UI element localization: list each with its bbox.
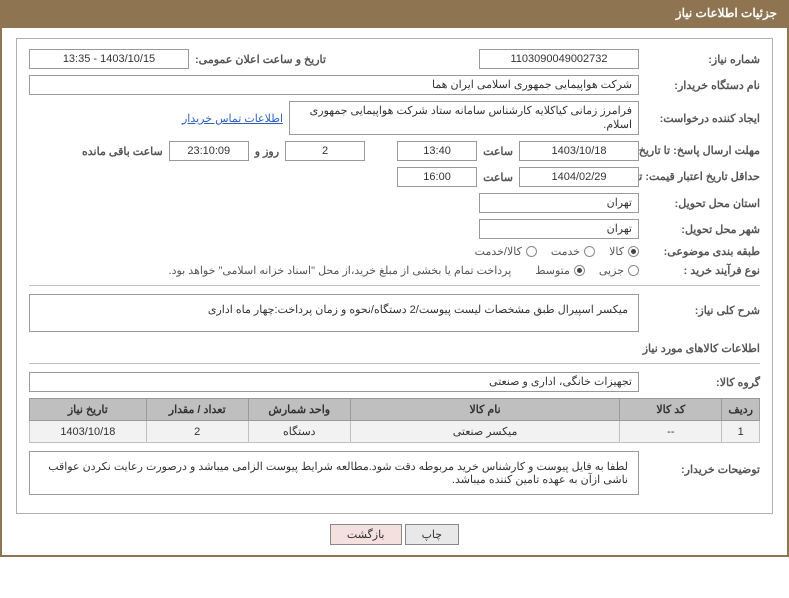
response-deadline-time: 13:40 [397,141,477,161]
need-summary-box: میکسر اسپیرال طبق مشخصات لیست پیوست/2 دس… [29,294,639,332]
buyer-notes-label: توضیحات خریدار: [645,451,760,476]
table-header-cell: نام کالا [350,399,620,421]
goods-table: ردیفکد کالانام کالاواحد شمارشتعداد / مقد… [29,398,760,443]
table-cell: 1 [722,421,760,443]
table-row: 1--میکسر صنعتیدستگاه21403/10/18 [30,421,760,443]
row-delivery-province: استان محل تحویل: تهران [29,193,760,213]
category-radio-group: کالا خدمت کالا/خدمت [475,245,639,258]
hour-label-1: ساعت [483,145,513,158]
delivery-province-field: تهران [479,193,639,213]
row-goods-group: گروه کالا: تجهیزات خانگی، اداری و صنعتی [29,372,760,392]
response-deadline-label: مهلت ارسال پاسخ: تا تاریخ: [645,145,760,157]
buyer-org-label: نام دستگاه خریدار: [645,79,760,92]
radio-service-circle [584,246,595,257]
table-cell: میکسر صنعتی [350,421,620,443]
need-summary-label: شرح کلی نیاز: [645,294,760,317]
hour-label-2: ساعت [483,171,513,184]
table-cell: دستگاه [248,421,350,443]
radio-goods[interactable]: کالا [609,245,639,258]
payment-note: پرداخت تمام یا بخشی از مبلغ خرید،از محل … [169,264,512,277]
goods-group-label: گروه کالا: [645,376,760,389]
row-response-deadline: مهلت ارسال پاسخ: تا تاریخ: 1403/10/18 سا… [29,141,760,161]
contact-link[interactable]: اطلاعات تماس خریدار [182,112,283,125]
category-label: طبقه بندی موضوعی: [645,245,760,258]
row-buyer-notes: توضیحات خریدار: لطفا به فایل پیوست و کار… [29,451,760,495]
row-category: طبقه بندی موضوعی: کالا خدمت کالا/خدمت [29,245,760,258]
radio-service[interactable]: خدمت [551,245,595,258]
row-requester: ایجاد کننده درخواست: فرامرز زمانی کیاکلا… [29,101,760,135]
row-price-validity: حداقل تاریخ اعتبار قیمت: تا تاریخ: 1404/… [29,167,760,187]
requester-label: ایجاد کننده درخواست: [645,112,760,125]
goods-info-title: اطلاعات کالاهای مورد نیاز [29,342,760,355]
goods-table-header-row: ردیفکد کالانام کالاواحد شمارشتعداد / مقد… [30,399,760,421]
row-process: نوع فرآیند خرید : جزیی متوسط پرداخت تمام… [29,264,760,277]
buyer-org-field: شرکت هواپیمایی جمهوری اسلامی ایران هما [29,75,639,95]
radio-goods-service-circle [526,246,537,257]
table-cell: 1403/10/18 [30,421,147,443]
process-label: نوع فرآیند خرید : [645,264,760,277]
buyer-notes-box: لطفا به فایل پیوست و کارشناس خرید مربوطه… [29,451,639,495]
days-remaining-field: 2 [285,141,365,161]
radio-goods-circle [628,246,639,257]
content-box: شماره نیاز: 1103090049002732 تاریخ و ساع… [16,38,773,514]
print-button[interactable]: چاپ [405,524,460,545]
goods-group-field: تجهیزات خانگی، اداری و صنعتی [29,372,639,392]
radio-partial[interactable]: جزیی [599,264,639,277]
delivery-city-field: تهران [479,219,639,239]
table-header-cell: تعداد / مقدار [146,399,248,421]
response-deadline-date: 1403/10/18 [519,141,639,161]
row-need-number: شماره نیاز: 1103090049002732 تاریخ و ساع… [29,49,760,69]
back-button[interactable]: بازگشت [330,524,402,545]
days-word: روز و [255,145,279,158]
header-title: جزئیات اطلاعات نیاز [676,6,777,20]
price-validity-time: 16:00 [397,167,477,187]
process-radio-group: جزیی متوسط [535,264,639,277]
radio-partial-circle [628,265,639,276]
radio-medium-circle [574,265,585,276]
radio-goods-service[interactable]: کالا/خدمت [475,245,537,258]
goods-table-body: 1--میکسر صنعتیدستگاه21403/10/18 [30,421,760,443]
delivery-province-label: استان محل تحویل: [645,197,760,210]
remaining-suffix: ساعت باقی مانده [82,145,163,158]
radio-medium[interactable]: متوسط [535,264,585,277]
row-buyer-org: نام دستگاه خریدار: شرکت هواپیمایی جمهوری… [29,75,760,95]
price-validity-date: 1404/02/29 [519,167,639,187]
requester-field: فرامرز زمانی کیاکلایه کارشناس سامانه ستا… [289,101,639,135]
outer-frame: AriaTender.net شماره نیاز: 1103090049002… [0,26,789,557]
buttons-row: چاپ بازگشت [16,524,773,545]
delivery-city-label: شهر محل تحویل: [645,223,760,236]
divider-2 [29,363,760,364]
table-cell: 2 [146,421,248,443]
time-remaining-field: 23:10:09 [169,141,249,161]
divider-1 [29,285,760,286]
table-header-cell: واحد شمارش [248,399,350,421]
table-cell: -- [620,421,722,443]
header-bar: جزئیات اطلاعات نیاز [0,0,789,26]
need-number-field: 1103090049002732 [479,49,639,69]
row-need-summary: شرح کلی نیاز: میکسر اسپیرال طبق مشخصات ل… [29,294,760,332]
row-delivery-city: شهر محل تحویل: تهران [29,219,760,239]
table-header-cell: تاریخ نیاز [30,399,147,421]
announce-datetime-label: تاریخ و ساعت اعلان عمومی: [195,53,326,66]
price-validity-label: حداقل تاریخ اعتبار قیمت: تا تاریخ: [645,171,760,183]
need-number-label: شماره نیاز: [645,53,760,66]
table-header-cell: ردیف [722,399,760,421]
announce-datetime-field: 1403/10/15 - 13:35 [29,49,189,69]
table-header-cell: کد کالا [620,399,722,421]
